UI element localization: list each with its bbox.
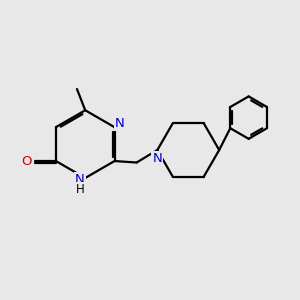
Text: O: O bbox=[21, 154, 32, 167]
Text: H: H bbox=[76, 183, 84, 196]
Text: N: N bbox=[152, 152, 162, 165]
Text: N: N bbox=[115, 117, 125, 130]
Text: N: N bbox=[75, 173, 85, 186]
